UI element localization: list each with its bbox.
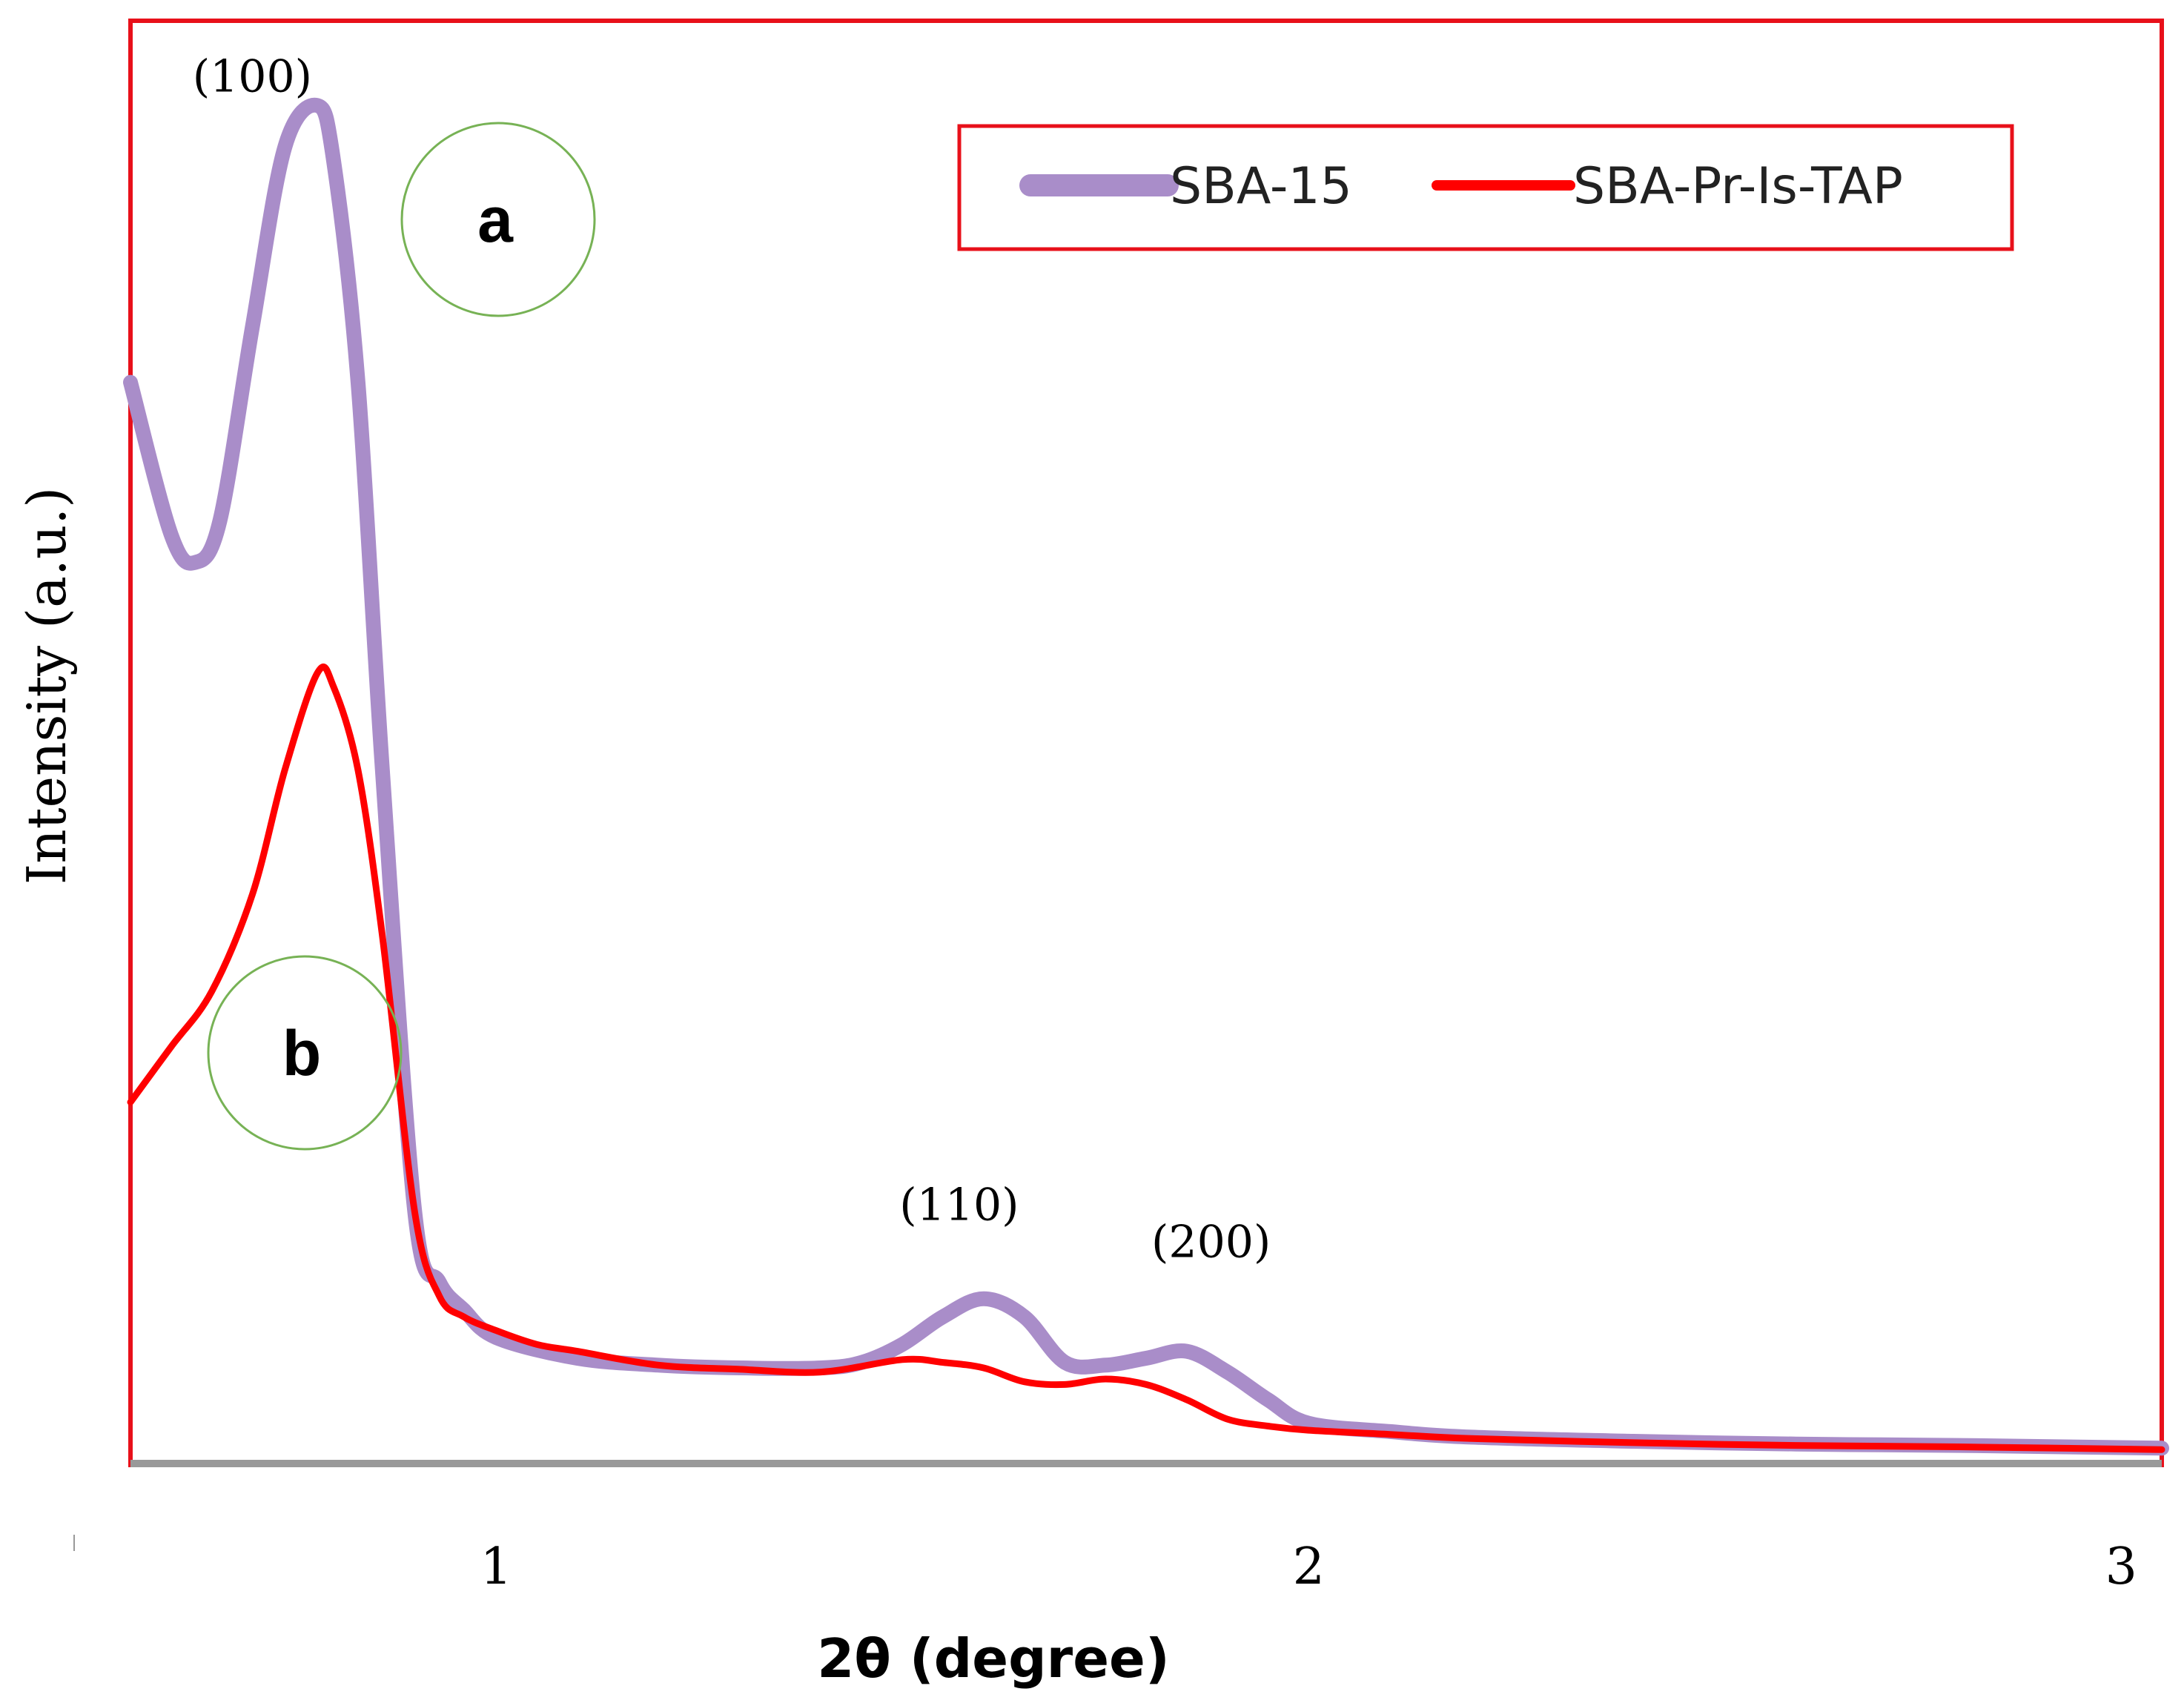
curve-label-b: b <box>282 1018 322 1089</box>
peak-annotations: (100) (110) (200) <box>193 51 1271 1269</box>
legend: SBA-15 SBA-Pr-Is-TAP <box>957 124 2014 251</box>
series-line-sba-15 <box>123 97 2169 1456</box>
peak-annotation: (200) <box>1151 1217 1271 1269</box>
peak-annotation: (100) <box>193 51 312 103</box>
curve-label-circle-a <box>400 122 596 317</box>
legend-label-sba-pr-is-tap: SBA-Pr-Is-TAP <box>1573 157 1903 216</box>
x-axis-title: 2θ (degree) <box>817 1627 1170 1690</box>
curves-group <box>123 97 2169 1456</box>
legend-label-sba-15: SBA-15 <box>1170 157 1352 216</box>
x-tick-label: 1 <box>480 1538 512 1596</box>
curve-label-circles: ab <box>207 122 596 1151</box>
peak-annotation: (110) <box>899 1179 1019 1231</box>
curve-label-a: a <box>477 185 514 256</box>
series-line-sba-pr-is-tap <box>127 664 2165 1453</box>
y-axis-title: Intensity (a.u.) <box>16 487 78 884</box>
x-tick-label: 3 <box>2105 1538 2137 1596</box>
x-tick-label: 2 <box>1293 1538 1325 1596</box>
x-tick-labels: 1 2 3 <box>480 1538 2137 1596</box>
curve-label-circle-b <box>207 955 403 1151</box>
